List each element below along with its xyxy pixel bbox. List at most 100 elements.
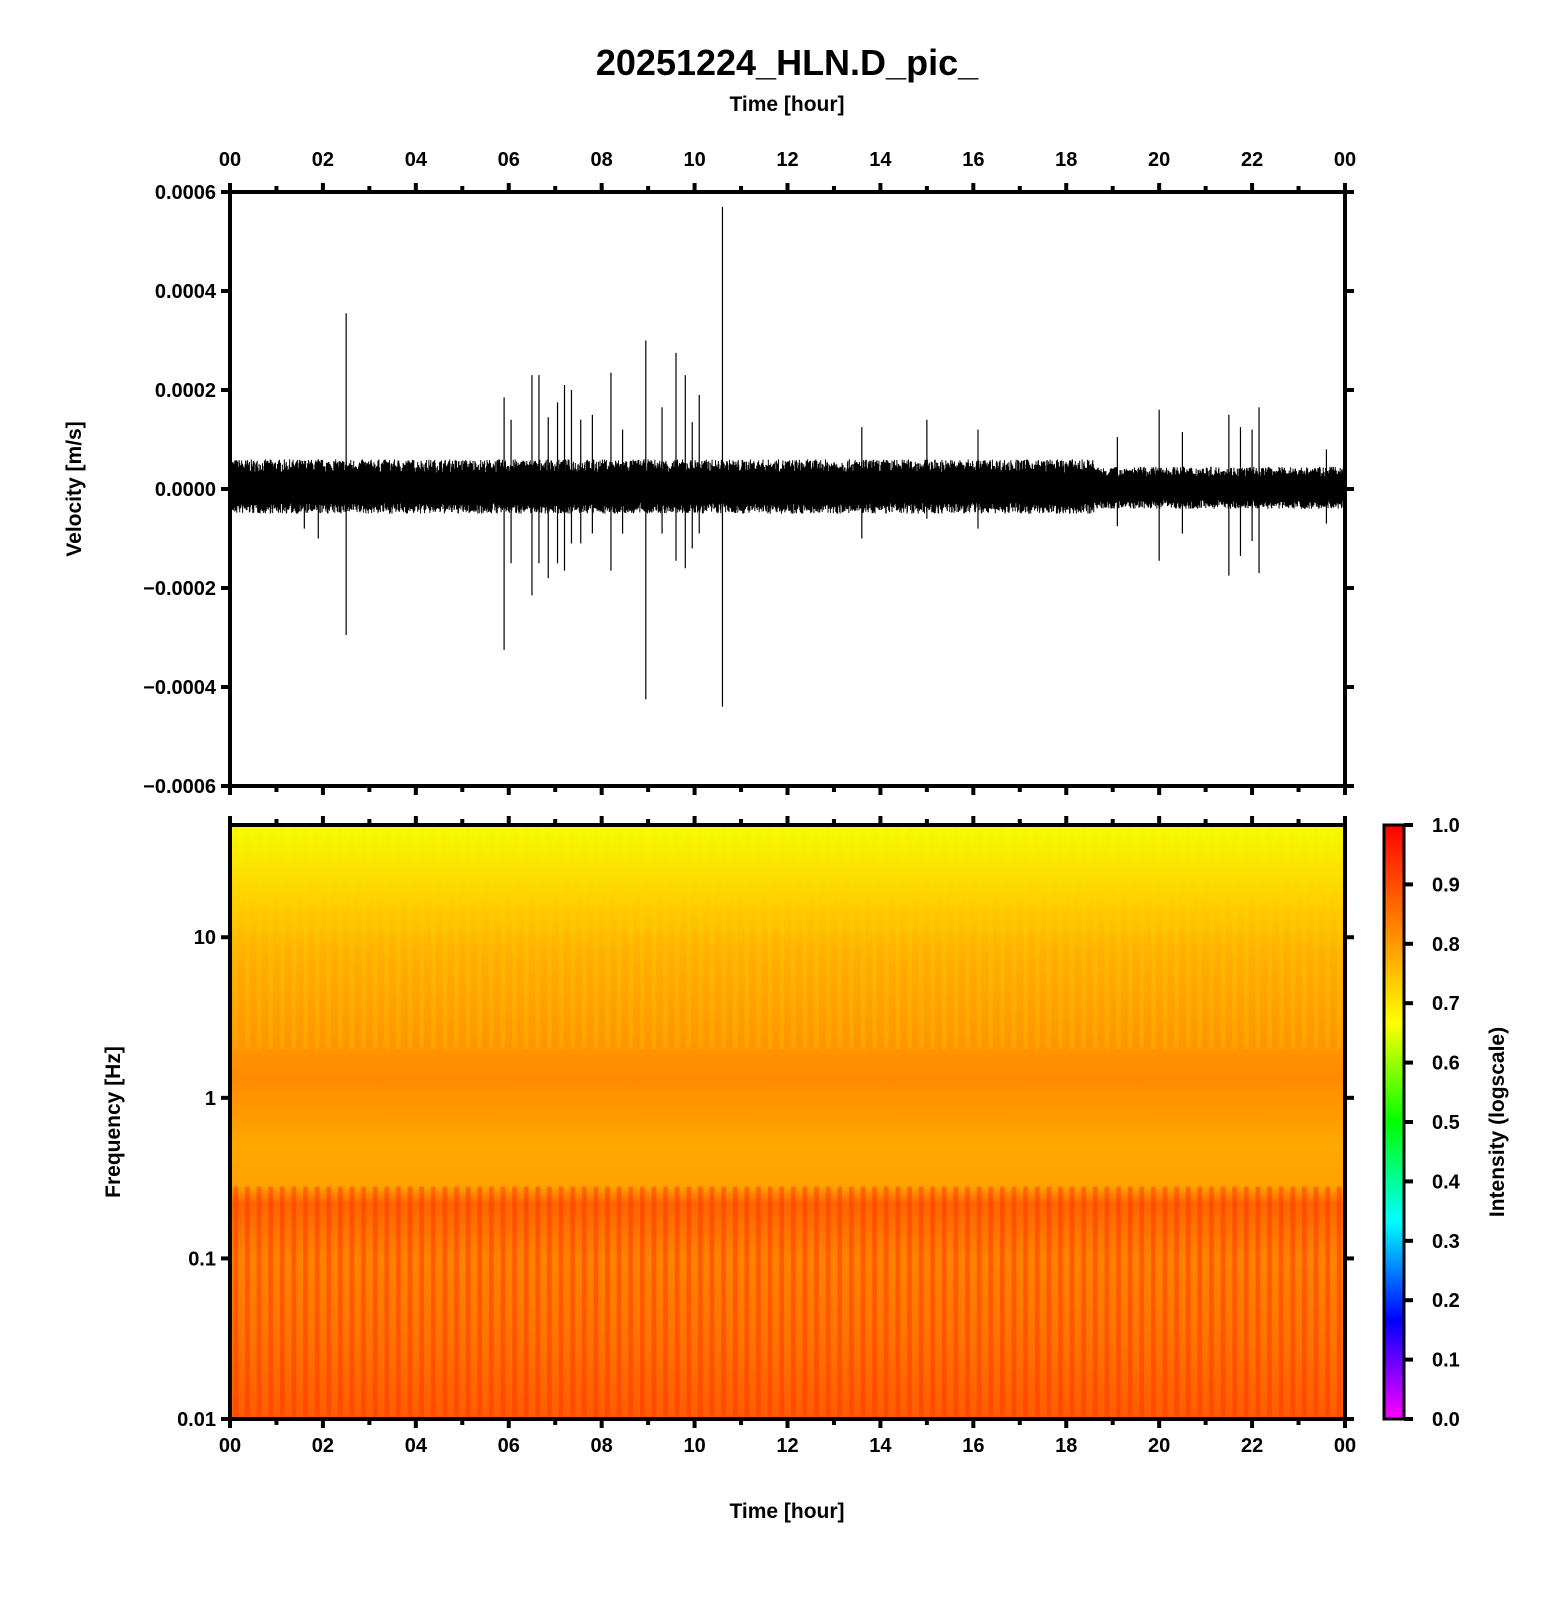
spectrogram-stripe-upper [837,825,843,1050]
spectrogram-stripe [477,1186,483,1419]
spectrogram-stripe [988,1186,994,1419]
colorbar-tick-label: 0.7 [1432,993,1460,1015]
spectrogram-stripe [860,1186,866,1419]
spectrogram-stripe-upper [872,825,877,1050]
spectrogram-stripe-upper [349,825,355,1050]
spectrogram-stripe [407,1186,413,1419]
spectrogram-stripe [419,1186,424,1419]
spectrogram-stripe-upper [384,825,390,1050]
spectrogram-stripe-upper [1116,825,1121,1050]
spectrogram-stripe [744,1186,750,1419]
spectrogram-stripe-upper [268,825,273,1050]
velocity-axis-label: Velocity [m/s] [63,421,86,556]
colorbar-tick-label: 0.4 [1432,1171,1461,1193]
spectrogram-stripe-upper [1092,825,1098,1050]
spectrogram-stripe [930,1186,936,1419]
spectrogram-stripe [1104,1186,1110,1419]
spectrogram-stripe [1325,1186,1330,1419]
spectrogram-stripe-upper [663,825,668,1050]
colorbar-label: Intensity (logscale) [1486,1027,1509,1217]
spectrogram-stripe-upper [1104,825,1110,1050]
spectrogram-stripe-upper [779,825,785,1050]
spectrogram-stripe-upper [790,825,796,1050]
spectrogram-stripe-upper [523,825,529,1050]
velocity-tick-label: −0.0006 [143,776,216,798]
spectrogram-stripe-upper [1267,825,1272,1050]
spectrogram-stripe-upper [279,825,285,1050]
spectrogram-stripe [1151,1186,1156,1419]
spectrogram-stripe [1313,1186,1319,1419]
colorbar-tick-label: 0.1 [1432,1350,1460,1372]
spectrogram-stripe-upper [639,825,645,1050]
spectrogram-stripe-upper [1151,825,1156,1050]
axis-ticks: 00 00 02 02 04 04 06 06 08 08 10 10 12 12 14 14 16 16 18 18… [143,149,1461,1457]
spectrogram-stripe-upper [976,825,982,1050]
velocity-tick-label: 0.0006 [155,182,216,204]
waveform-plot [230,206,1345,707]
spectrogram-stripe-upper [686,825,692,1050]
bottom-x-tick-label: 12 [776,1435,798,1457]
spectrogram-stripe-upper [314,825,320,1050]
spectrogram-stripe [1290,1186,1296,1419]
spectrogram-stripe-upper [372,825,378,1050]
spectrogram-stripe [1046,1186,1052,1419]
spectrogram-stripe [802,1186,808,1419]
frequency-axis-label: Frequency [Hz] [102,1046,125,1198]
spectrogram-stripe [256,1186,262,1419]
spectrogram-stripe [721,1186,726,1419]
spectrogram-stripe [245,1186,250,1419]
bottom-x-tick-label: 06 [498,1435,520,1457]
spectrogram-stripe [976,1186,982,1419]
spectrogram-stripe [314,1186,320,1419]
spectrogram-plot [230,825,1345,1419]
spectrogram-stripe-upper [605,825,610,1050]
spectrogram-stripe-upper [1000,825,1005,1050]
spectrogram-stripe-upper [1197,825,1203,1050]
spectrogram-stripe [1069,1186,1075,1419]
bottom-x-tick-label: 00 [219,1435,241,1457]
colorbar-tick-label: 1.0 [1432,815,1460,837]
bottom-x-tick-label: 04 [405,1435,428,1457]
spectrogram-stripe [663,1186,668,1419]
spectrogram-stripe-upper [1139,825,1145,1050]
spectrogram-stripe [825,1186,831,1419]
spectrogram-stripe [500,1186,506,1419]
spectrogram-stripe [1255,1186,1261,1419]
spectrogram-stripe-upper [1034,825,1040,1050]
spectrogram-stripe-upper [709,825,715,1050]
bottom-x-tick-label: 10 [683,1435,705,1457]
top-x-tick-label: 16 [962,149,984,171]
spectrogram-stripe [709,1186,715,1419]
spectrogram-stripe [1278,1186,1284,1419]
spectrogram-stripe-upper [477,825,483,1050]
spectrogram-stripe [628,1186,634,1419]
spectrogram-stripe [523,1186,529,1419]
spectrogram-base [230,825,1345,1419]
spectrogram-stripe-upper [895,825,901,1050]
top-x-tick-label: 00 [1334,149,1356,171]
spectrogram-stripe-upper [628,825,634,1050]
spectrogram-stripe [1023,1186,1028,1419]
spectrogram-stripe [814,1186,819,1419]
spectrogram-stripe [349,1186,355,1419]
spectrogram-stripe [790,1186,796,1419]
spectrogram-stripe-upper [674,825,680,1050]
spectrogram-stripe-upper [965,825,970,1050]
spectrogram-stripe-upper [732,825,738,1050]
spectrogram-stripe [1220,1186,1226,1419]
spectrogram-stripe [1336,1186,1342,1419]
spectrogram-stripe [338,1186,343,1419]
chart-title: 20251224_HLN.D_pic_ [596,42,979,83]
spectrogram-stripe [907,1186,912,1419]
spectrogram-stripe [616,1186,622,1419]
spectrogram-stripe-upper [1058,825,1063,1050]
spectrogram-stripe-upper [849,825,854,1050]
top-x-axis-label: Time [hour] [729,93,844,116]
spectrogram-stripe [779,1186,785,1419]
top-x-tick-label: 22 [1241,149,1263,171]
top-x-tick-label: 20 [1148,149,1170,171]
spectrogram-stripe-upper [1185,825,1191,1050]
bottom-x-tick-label: 18 [1055,1435,1077,1457]
spectrogram-stripe-upper [1046,825,1052,1050]
